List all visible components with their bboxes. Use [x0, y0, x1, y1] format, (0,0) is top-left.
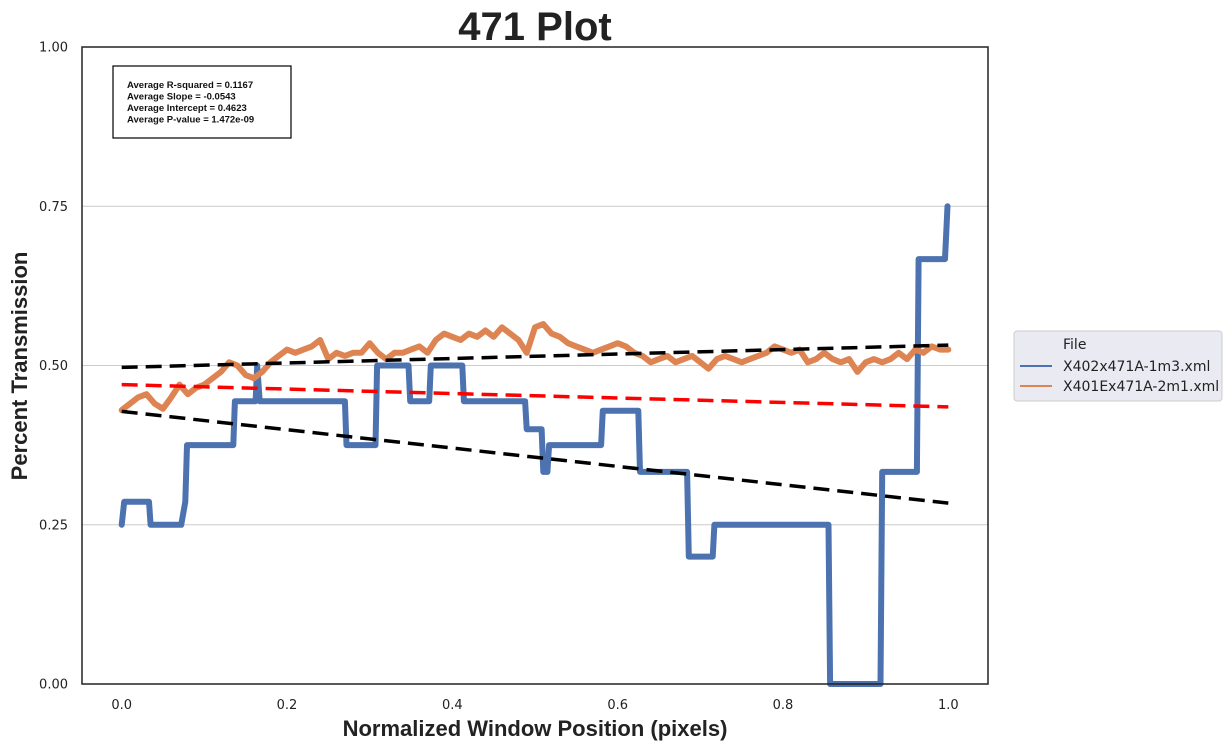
- x-axis-label: Normalized Window Position (pixels): [343, 716, 728, 741]
- fit-line-1: [121, 382, 949, 409]
- x-axis-ticks: 0.0 0.2 0.4 0.6 0.8 1.0: [111, 698, 958, 713]
- fit-line-2: [121, 409, 949, 505]
- fit-line-0: [121, 343, 949, 370]
- y-tick-label: 0.50: [39, 359, 68, 374]
- plot-frame: [81, 46, 989, 685]
- x-tick-label: 0.0: [111, 698, 132, 713]
- y-tick-label: 0.00: [39, 678, 68, 693]
- stats-slope: Average Slope = -0.0543: [127, 92, 236, 103]
- stats-p-value: Average P-value = 1.472e-09: [127, 115, 254, 126]
- y-tick-label: 1.00: [39, 41, 68, 56]
- legend-title: File: [1063, 337, 1086, 353]
- y-tick-label: 0.75: [39, 200, 68, 215]
- x-tick-label: 0.2: [277, 698, 298, 713]
- legend-entry-label: X402x471A-1m3.xml: [1063, 359, 1210, 375]
- y-axis-label: Percent Transmission: [7, 252, 32, 481]
- y-axis-ticks: 0.00 0.25 0.50 0.75 1.00: [39, 41, 68, 693]
- x-tick-label: 1.0: [938, 698, 959, 713]
- stats-intercept: Average Intercept = 0.4623: [127, 103, 247, 114]
- series-line-0: [118, 203, 951, 687]
- y-tick-label: 0.25: [39, 518, 68, 533]
- series-line-1: [118, 321, 952, 414]
- fit-lines: [121, 343, 949, 505]
- stats-box-frame: [112, 65, 292, 139]
- x-tick-label: 0.8: [773, 698, 794, 713]
- stats-box: Average R-squared = 0.1167 Average Slope…: [112, 65, 292, 139]
- x-tick-label: 0.4: [442, 698, 463, 713]
- legend: File X402x471A-1m3.xml X401Ex471A-2m1.xm…: [1013, 330, 1223, 402]
- x-tick-label: 0.6: [607, 698, 628, 713]
- series-lines: [118, 203, 952, 687]
- stats-r-squared: Average R-squared = 0.1167: [127, 80, 253, 91]
- chart-title: 471 Plot: [458, 5, 611, 49]
- legend-entry-label: X401Ex471A-2m1.xml: [1063, 379, 1219, 395]
- legend-frame: [1013, 330, 1223, 402]
